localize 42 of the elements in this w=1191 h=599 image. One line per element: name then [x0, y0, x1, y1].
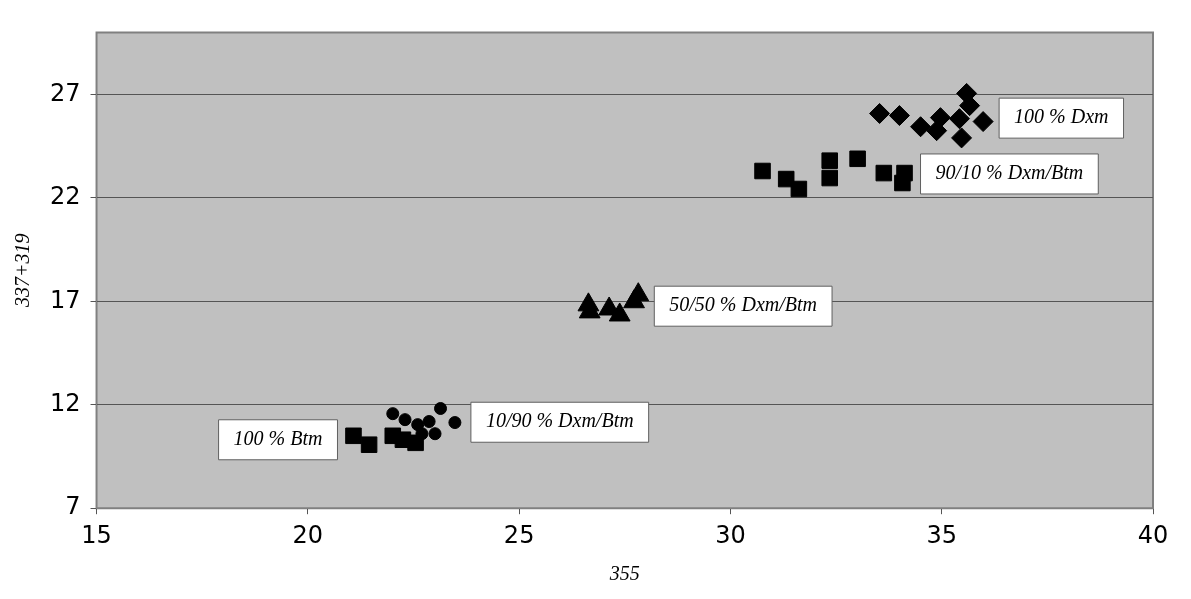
x-tick-label: 40	[1137, 520, 1169, 549]
point	[394, 431, 412, 448]
point	[875, 164, 893, 182]
y-tick-label: 17	[49, 285, 81, 314]
x-tick-label: 15	[81, 520, 112, 549]
point	[428, 427, 442, 441]
point	[959, 95, 981, 117]
point	[434, 401, 448, 415]
y-tick-label: 22	[49, 182, 81, 211]
x-tick-label: 20	[292, 520, 324, 549]
y-tick-label: 12	[49, 389, 81, 417]
point	[910, 116, 932, 138]
x-tick-label: 30	[715, 520, 746, 549]
point	[849, 150, 866, 168]
point	[888, 105, 910, 127]
series-label: 100 % Btm	[233, 427, 323, 450]
point	[926, 120, 948, 142]
x-tick-label: 25	[503, 520, 535, 549]
y-tick-label: 7	[65, 492, 81, 521]
series-label: 10/90 % Dxm/Btm	[485, 409, 634, 432]
point	[345, 427, 362, 445]
point	[894, 174, 911, 192]
point	[448, 416, 462, 430]
y-axis-title: 337+319	[11, 233, 34, 309]
point	[398, 413, 412, 427]
x-tick-label: 35	[926, 520, 957, 549]
point	[948, 108, 970, 130]
point	[754, 162, 771, 180]
point	[821, 152, 838, 169]
series-label: 50/50 % Dxm/Btm	[669, 293, 818, 316]
point	[972, 111, 994, 133]
series-label: 90/10 % Dxm/Btm	[935, 161, 1084, 184]
point	[869, 102, 891, 124]
point	[790, 180, 808, 198]
point	[422, 415, 436, 429]
point	[386, 407, 400, 421]
point	[951, 127, 973, 149]
point	[821, 169, 838, 187]
y-tick-label: 27	[49, 78, 81, 107]
x-axis-title: 355	[608, 562, 640, 585]
point	[360, 436, 378, 453]
series-label: 100 % Dxm	[1014, 105, 1109, 128]
